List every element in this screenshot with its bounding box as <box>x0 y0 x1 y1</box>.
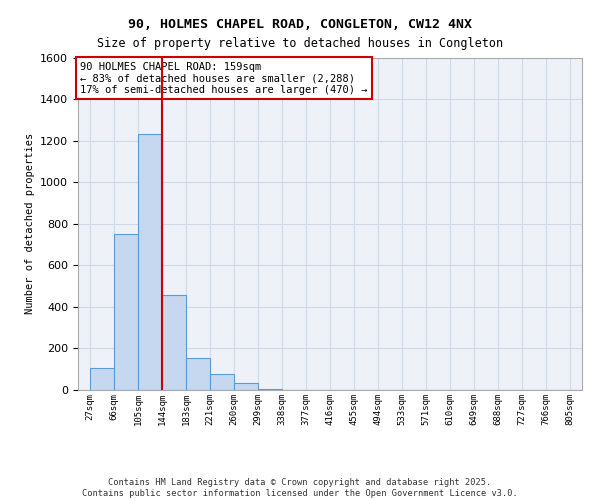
Bar <box>162 296 186 390</box>
Bar <box>210 374 234 390</box>
Bar <box>234 382 258 390</box>
Text: Contains HM Land Registry data © Crown copyright and database right 2025.
Contai: Contains HM Land Registry data © Crown c… <box>82 478 518 498</box>
Bar <box>138 134 162 390</box>
Bar <box>114 234 138 390</box>
Bar <box>186 358 210 390</box>
Bar <box>258 389 282 390</box>
Text: 90 HOLMES CHAPEL ROAD: 159sqm
← 83% of detached houses are smaller (2,288)
17% o: 90 HOLMES CHAPEL ROAD: 159sqm ← 83% of d… <box>80 62 368 95</box>
Y-axis label: Number of detached properties: Number of detached properties <box>25 133 35 314</box>
Text: Size of property relative to detached houses in Congleton: Size of property relative to detached ho… <box>97 38 503 51</box>
Bar <box>90 368 114 390</box>
Text: 90, HOLMES CHAPEL ROAD, CONGLETON, CW12 4NX: 90, HOLMES CHAPEL ROAD, CONGLETON, CW12 … <box>128 18 472 30</box>
